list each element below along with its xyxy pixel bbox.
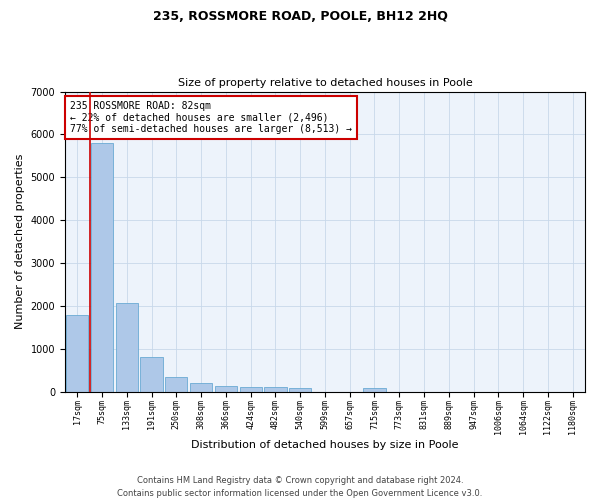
X-axis label: Distribution of detached houses by size in Poole: Distribution of detached houses by size … — [191, 440, 459, 450]
Bar — [364, 388, 386, 392]
Bar — [239, 386, 262, 392]
Bar — [91, 143, 113, 392]
Y-axis label: Number of detached properties: Number of detached properties — [15, 154, 25, 330]
Bar — [66, 316, 88, 392]
Text: 235 ROSSMORE ROAD: 82sqm
← 22% of detached houses are smaller (2,496)
77% of sem: 235 ROSSMORE ROAD: 82sqm ← 22% of detach… — [70, 100, 352, 134]
Bar — [165, 377, 187, 392]
Bar — [264, 387, 287, 392]
Bar — [140, 358, 163, 392]
Bar — [289, 388, 311, 392]
Bar — [215, 386, 237, 392]
Bar — [116, 302, 138, 392]
Title: Size of property relative to detached houses in Poole: Size of property relative to detached ho… — [178, 78, 472, 88]
Text: 235, ROSSMORE ROAD, POOLE, BH12 2HQ: 235, ROSSMORE ROAD, POOLE, BH12 2HQ — [152, 10, 448, 23]
Bar — [190, 383, 212, 392]
Text: Contains HM Land Registry data © Crown copyright and database right 2024.
Contai: Contains HM Land Registry data © Crown c… — [118, 476, 482, 498]
